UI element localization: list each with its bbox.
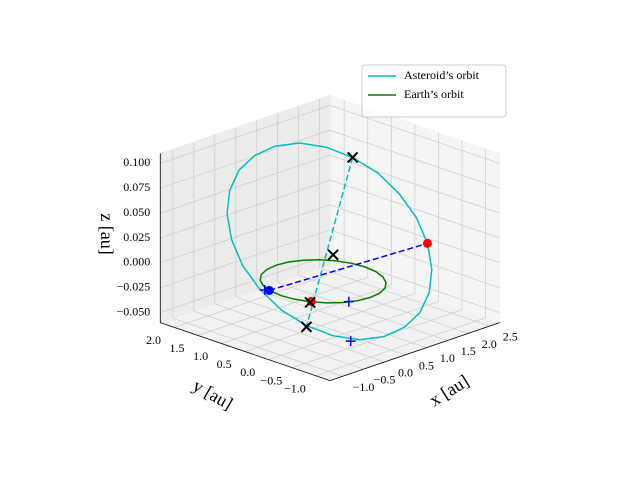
x-tick-label: 0.0 — [398, 366, 413, 380]
grid-line — [174, 268, 345, 328]
z-tick-label: 0.025 — [123, 230, 150, 244]
plus-marker — [343, 296, 354, 307]
x-tick-label: 1.5 — [461, 344, 476, 358]
grid-line — [160, 229, 331, 289]
grid-line — [329, 154, 500, 214]
x-axis-label: x [au] — [426, 371, 473, 410]
grid-line — [315, 317, 486, 377]
dashed-line — [269, 242, 428, 292]
grid-line — [160, 254, 331, 314]
x-tick-label: 2.0 — [482, 337, 497, 351]
grid-line — [329, 104, 500, 164]
orbit-line — [259, 259, 387, 304]
z-tick-label: 0.100 — [123, 155, 150, 169]
grid-line — [160, 179, 331, 239]
grid-line — [245, 293, 415, 352]
grid-line — [197, 277, 368, 336]
grid-line — [160, 104, 331, 164]
y-tick-label: 0.5 — [217, 357, 232, 371]
z-tick-label: −0.025 — [117, 279, 151, 293]
plus-marker — [259, 285, 270, 296]
x-axis-line — [329, 322, 500, 381]
grid-line — [329, 179, 500, 239]
x-tick-label: 0.5 — [419, 358, 434, 372]
grid-line — [292, 309, 463, 369]
x-tick-label: 1.0 — [440, 351, 455, 365]
grid-line — [329, 229, 500, 289]
cross-marker — [304, 296, 316, 309]
plus-marker — [345, 336, 356, 347]
y-tick-label: −0.5 — [260, 373, 282, 387]
x-tick-label: −1.0 — [353, 380, 375, 394]
grid-line — [329, 204, 500, 264]
y-tick-label: 1.0 — [193, 349, 208, 363]
x-tick-label: −0.5 — [374, 373, 396, 387]
z-tick-label: 0.000 — [123, 255, 150, 269]
y-tick-label: 1.5 — [170, 341, 185, 355]
legend-box — [361, 64, 507, 118]
point-marker — [422, 238, 432, 248]
cross-marker — [346, 151, 359, 164]
y-axis-label: y [au] — [190, 375, 237, 414]
grid-line — [160, 129, 331, 189]
grid-line — [268, 301, 439, 361]
grid-line — [160, 154, 331, 214]
x-tick-label: 2.5 — [503, 330, 518, 344]
cross-marker — [327, 249, 339, 261]
y-tick-label: 0.0 — [240, 365, 255, 379]
y-tick-label: −1.0 — [284, 381, 306, 395]
grid-line — [329, 129, 500, 189]
y-axis-line — [160, 322, 331, 381]
z-axis-label: z [au] — [97, 213, 117, 254]
z-tick-label: 0.075 — [123, 180, 150, 194]
y-tick-label: 2.0 — [146, 333, 161, 347]
z-tick-label: −0.050 — [117, 304, 151, 318]
grid-line — [160, 204, 331, 264]
legend-label: Asteroid’s orbit — [404, 68, 480, 82]
grid-line — [221, 285, 392, 344]
z-tick-label: 0.050 — [123, 205, 150, 219]
cross-marker — [300, 321, 313, 333]
legend-label: Earth’s orbit — [404, 87, 464, 101]
